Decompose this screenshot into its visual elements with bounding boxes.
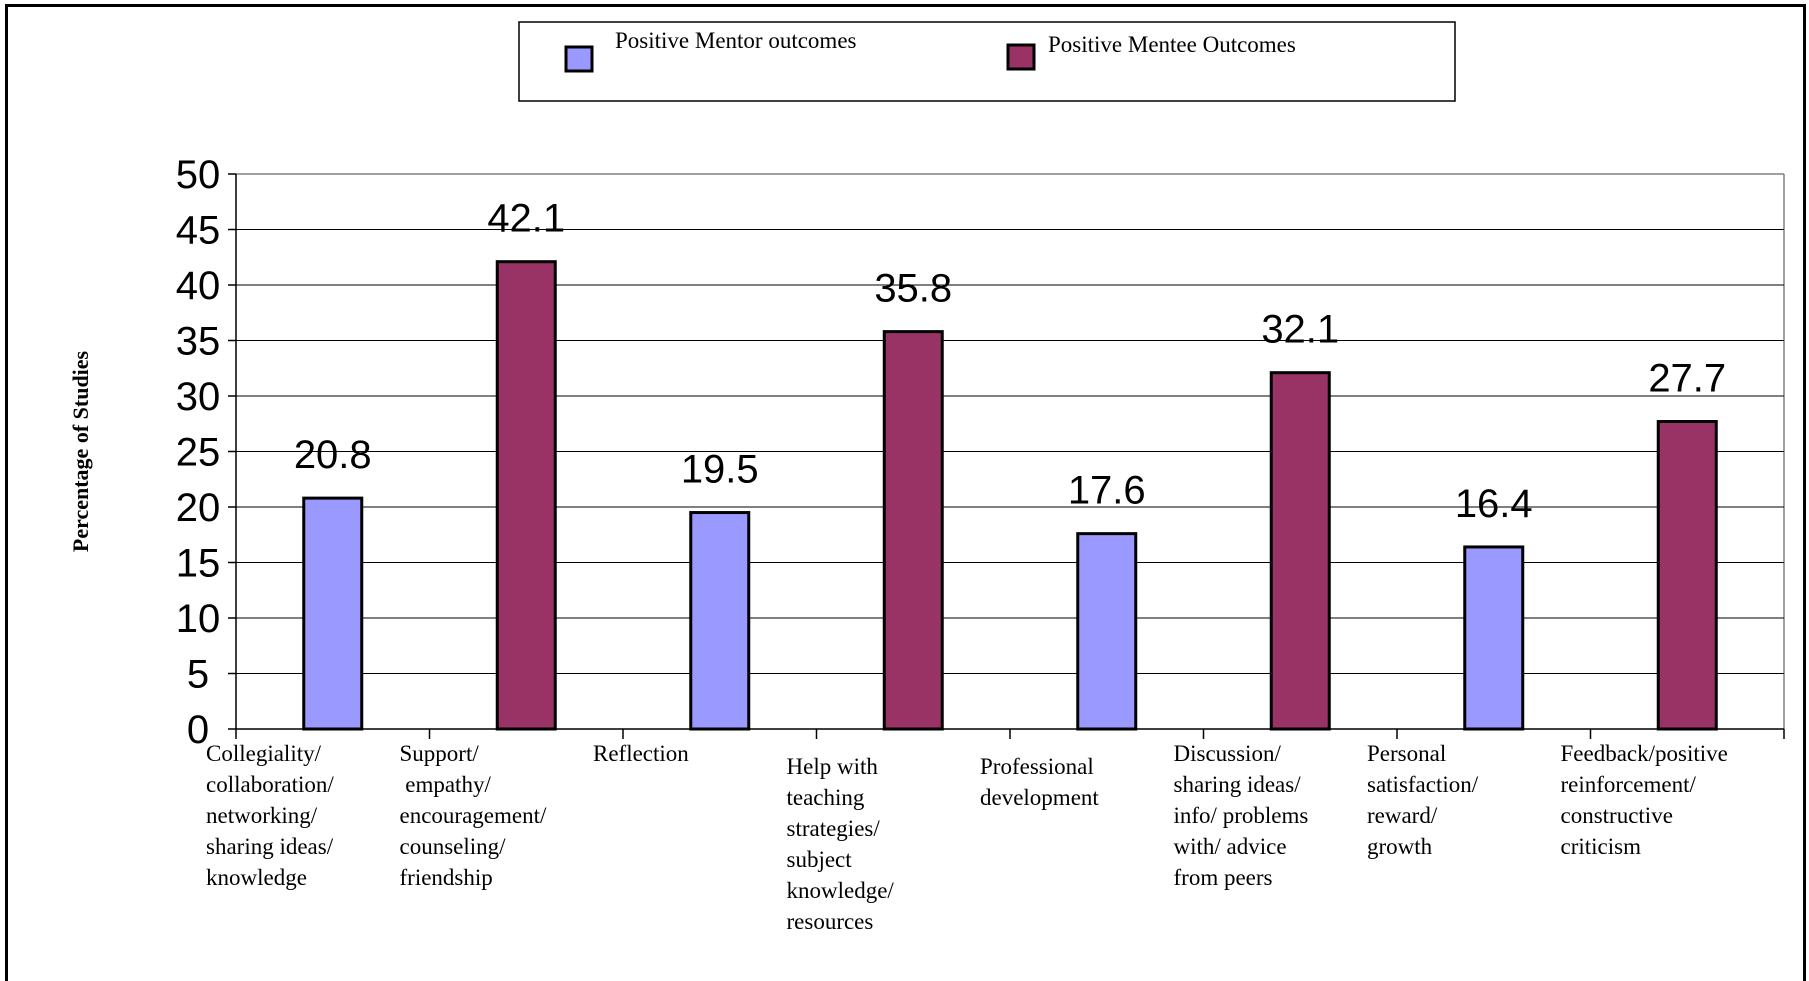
x-category-label-line: constructive	[1561, 803, 1673, 828]
x-category-label-line: sharing ideas/	[206, 834, 334, 859]
x-category-label: Support/ empathy/encouragement/counselin…	[400, 741, 547, 890]
x-category-label-line: teaching	[787, 785, 865, 810]
x-category-label-line: Feedback/positive	[1561, 741, 1728, 766]
y-tick-label: 25	[176, 431, 221, 475]
x-category-label: Reflection	[593, 741, 689, 766]
legend-swatch	[564, 45, 594, 73]
x-category-label-line: subject	[787, 847, 853, 872]
y-axis-title: Percentage of Studies	[68, 350, 93, 552]
bar-mentor	[302, 496, 364, 731]
legend-label: Positive Mentee Outcomes	[1048, 32, 1296, 57]
x-category-label: Discussion/sharing ideas/info/ problems w…	[1174, 741, 1309, 890]
y-tick-label: 40	[176, 264, 221, 308]
x-category-label-line: reinforcement/	[1561, 772, 1697, 797]
x-category-label: Professional development	[980, 754, 1099, 810]
x-category-label-line: Reflection	[593, 741, 689, 766]
bar-mentor	[1463, 545, 1525, 731]
y-tick-label: 45	[176, 209, 221, 253]
x-category-label-line: criticism	[1561, 834, 1642, 859]
data-label: 16.4	[1455, 482, 1533, 526]
x-category-label-line: Personal	[1367, 741, 1446, 766]
x-category-label-line: encouragement/	[400, 803, 547, 828]
x-category-label-line: knowledge/	[787, 878, 895, 903]
x-category-label-line: Support/	[400, 741, 480, 766]
labels: 0 5 10 15 20 25 30 35 40 45 50 20.8 42.1 19.5 35.8 17.6…	[68, 153, 1728, 934]
data-label: 32.1	[1261, 308, 1339, 352]
y-tick-label: 20	[176, 486, 221, 530]
x-category-label-line: networking/	[206, 803, 318, 828]
chart-frame	[5, 4, 1806, 981]
x-category-label-line: with/ advice	[1174, 834, 1287, 859]
data-label: 27.7	[1648, 357, 1726, 401]
x-category-label-line: resources	[787, 909, 874, 934]
x-category-label-line: Help with	[787, 754, 879, 779]
bar-mentee	[1269, 371, 1331, 731]
x-category-label-line: counseling/	[400, 834, 507, 859]
bar-mentee	[882, 330, 944, 731]
legend-swatch	[1006, 43, 1036, 71]
x-category-label-line: reward/	[1367, 803, 1438, 828]
x-category-label-line: empathy/	[400, 772, 492, 797]
legend-box	[518, 21, 1456, 102]
bar-mentor	[689, 511, 751, 731]
x-category-label-line: info/ problems	[1174, 803, 1309, 828]
y-tick-label: 35	[176, 320, 221, 364]
x-category-label-line: Discussion/	[1174, 741, 1282, 766]
data-label: 20.8	[294, 433, 372, 477]
bar-mentor	[1076, 532, 1138, 731]
y-tick-label: 15	[176, 542, 221, 586]
x-category-label-line: strategies/	[787, 816, 881, 841]
legend: Positive Mentor outcomes Positive Mentee …	[518, 21, 1456, 102]
bar-mentee	[1656, 420, 1718, 731]
data-label: 35.8	[874, 267, 952, 311]
y-tick-label: 10	[176, 597, 221, 641]
y-tick-label: 30	[176, 375, 221, 419]
y-tick-label: 50	[176, 153, 221, 197]
x-category-label: Collegiality/collaboration/networking/sh…	[206, 741, 334, 890]
x-category-label-line: Professional	[980, 754, 1094, 779]
x-category-label: Personal satisfaction/reward/growth	[1367, 741, 1479, 859]
x-category-label-line: sharing ideas/	[1174, 772, 1302, 797]
x-category-label-line: from peers	[1174, 865, 1273, 890]
x-category-label-line: friendship	[400, 865, 493, 890]
x-category-label-line: growth	[1367, 834, 1433, 859]
data-label: 17.6	[1068, 469, 1146, 513]
bars	[302, 260, 1718, 731]
x-category-label-line: Collegiality/	[206, 741, 322, 766]
x-category-label: Help with teaching strategies/subject knowl…	[787, 754, 895, 934]
x-category-label-line: collaboration/	[206, 772, 334, 797]
data-label: 19.5	[681, 448, 759, 492]
x-category-label-line: knowledge	[206, 865, 307, 890]
x-category-label: Feedback/positive reinforcement/construct…	[1561, 741, 1728, 859]
x-category-label-line: development	[980, 785, 1099, 810]
data-label: 42.1	[487, 197, 565, 241]
gridlines	[236, 173, 1785, 729]
y-tick-label: 5	[187, 653, 209, 697]
bar-mentee	[495, 260, 557, 731]
axes	[228, 173, 1785, 739]
x-category-label-line: satisfaction/	[1367, 772, 1479, 797]
legend-label: Positive Mentor outcomes	[615, 28, 857, 53]
y-tick-label: 0	[187, 708, 209, 752]
